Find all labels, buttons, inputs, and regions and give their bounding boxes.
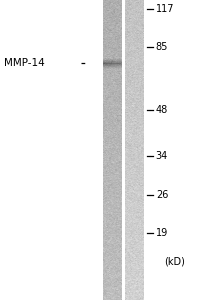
Text: 85: 85 [155, 41, 167, 52]
Text: (kD): (kD) [164, 256, 184, 266]
Text: 117: 117 [155, 4, 173, 14]
Text: MMP-14: MMP-14 [4, 58, 45, 68]
Text: 48: 48 [155, 105, 167, 116]
Text: 26: 26 [155, 190, 167, 200]
Text: 34: 34 [155, 151, 167, 161]
Text: 19: 19 [155, 227, 167, 238]
